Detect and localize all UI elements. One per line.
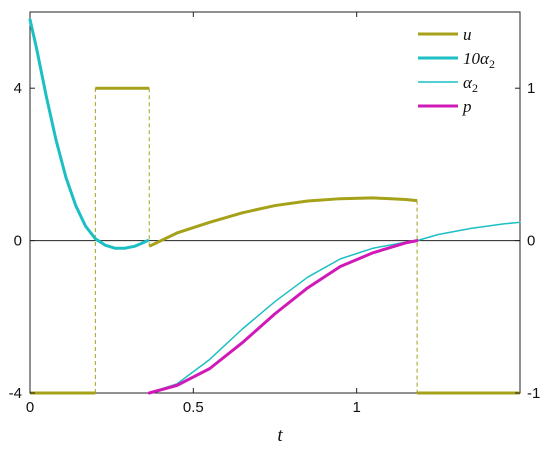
y-right-tick-label: -1	[527, 385, 540, 402]
legend-label: 10α2	[463, 49, 495, 71]
y-left-tick-label: 4	[14, 80, 22, 97]
x-tick-label: 0.5	[183, 399, 204, 416]
series-2-line	[148, 221, 521, 394]
y-right-tick-label: 0	[527, 233, 535, 250]
data-layer	[28, 18, 521, 395]
x-tick-label: 0	[26, 399, 34, 416]
legend-label: α2	[463, 73, 478, 95]
y-left-tick-label: -4	[9, 385, 22, 402]
series-u-segment	[148, 196, 418, 248]
legend-label: u	[463, 25, 472, 44]
plot-area	[29, 11, 521, 394]
legend-label: p	[462, 97, 472, 116]
plot-frame	[29, 11, 521, 394]
series-102-line	[28, 18, 150, 250]
y-left-tick-label: 0	[14, 233, 22, 250]
ticks-layer: 0 0.5 1-404-101	[9, 12, 540, 416]
x-axis-label: t	[277, 425, 283, 446]
series-p-line	[147, 239, 419, 395]
y-right-tick-label: 1	[527, 80, 535, 97]
x-tick-label: 1	[352, 399, 360, 416]
